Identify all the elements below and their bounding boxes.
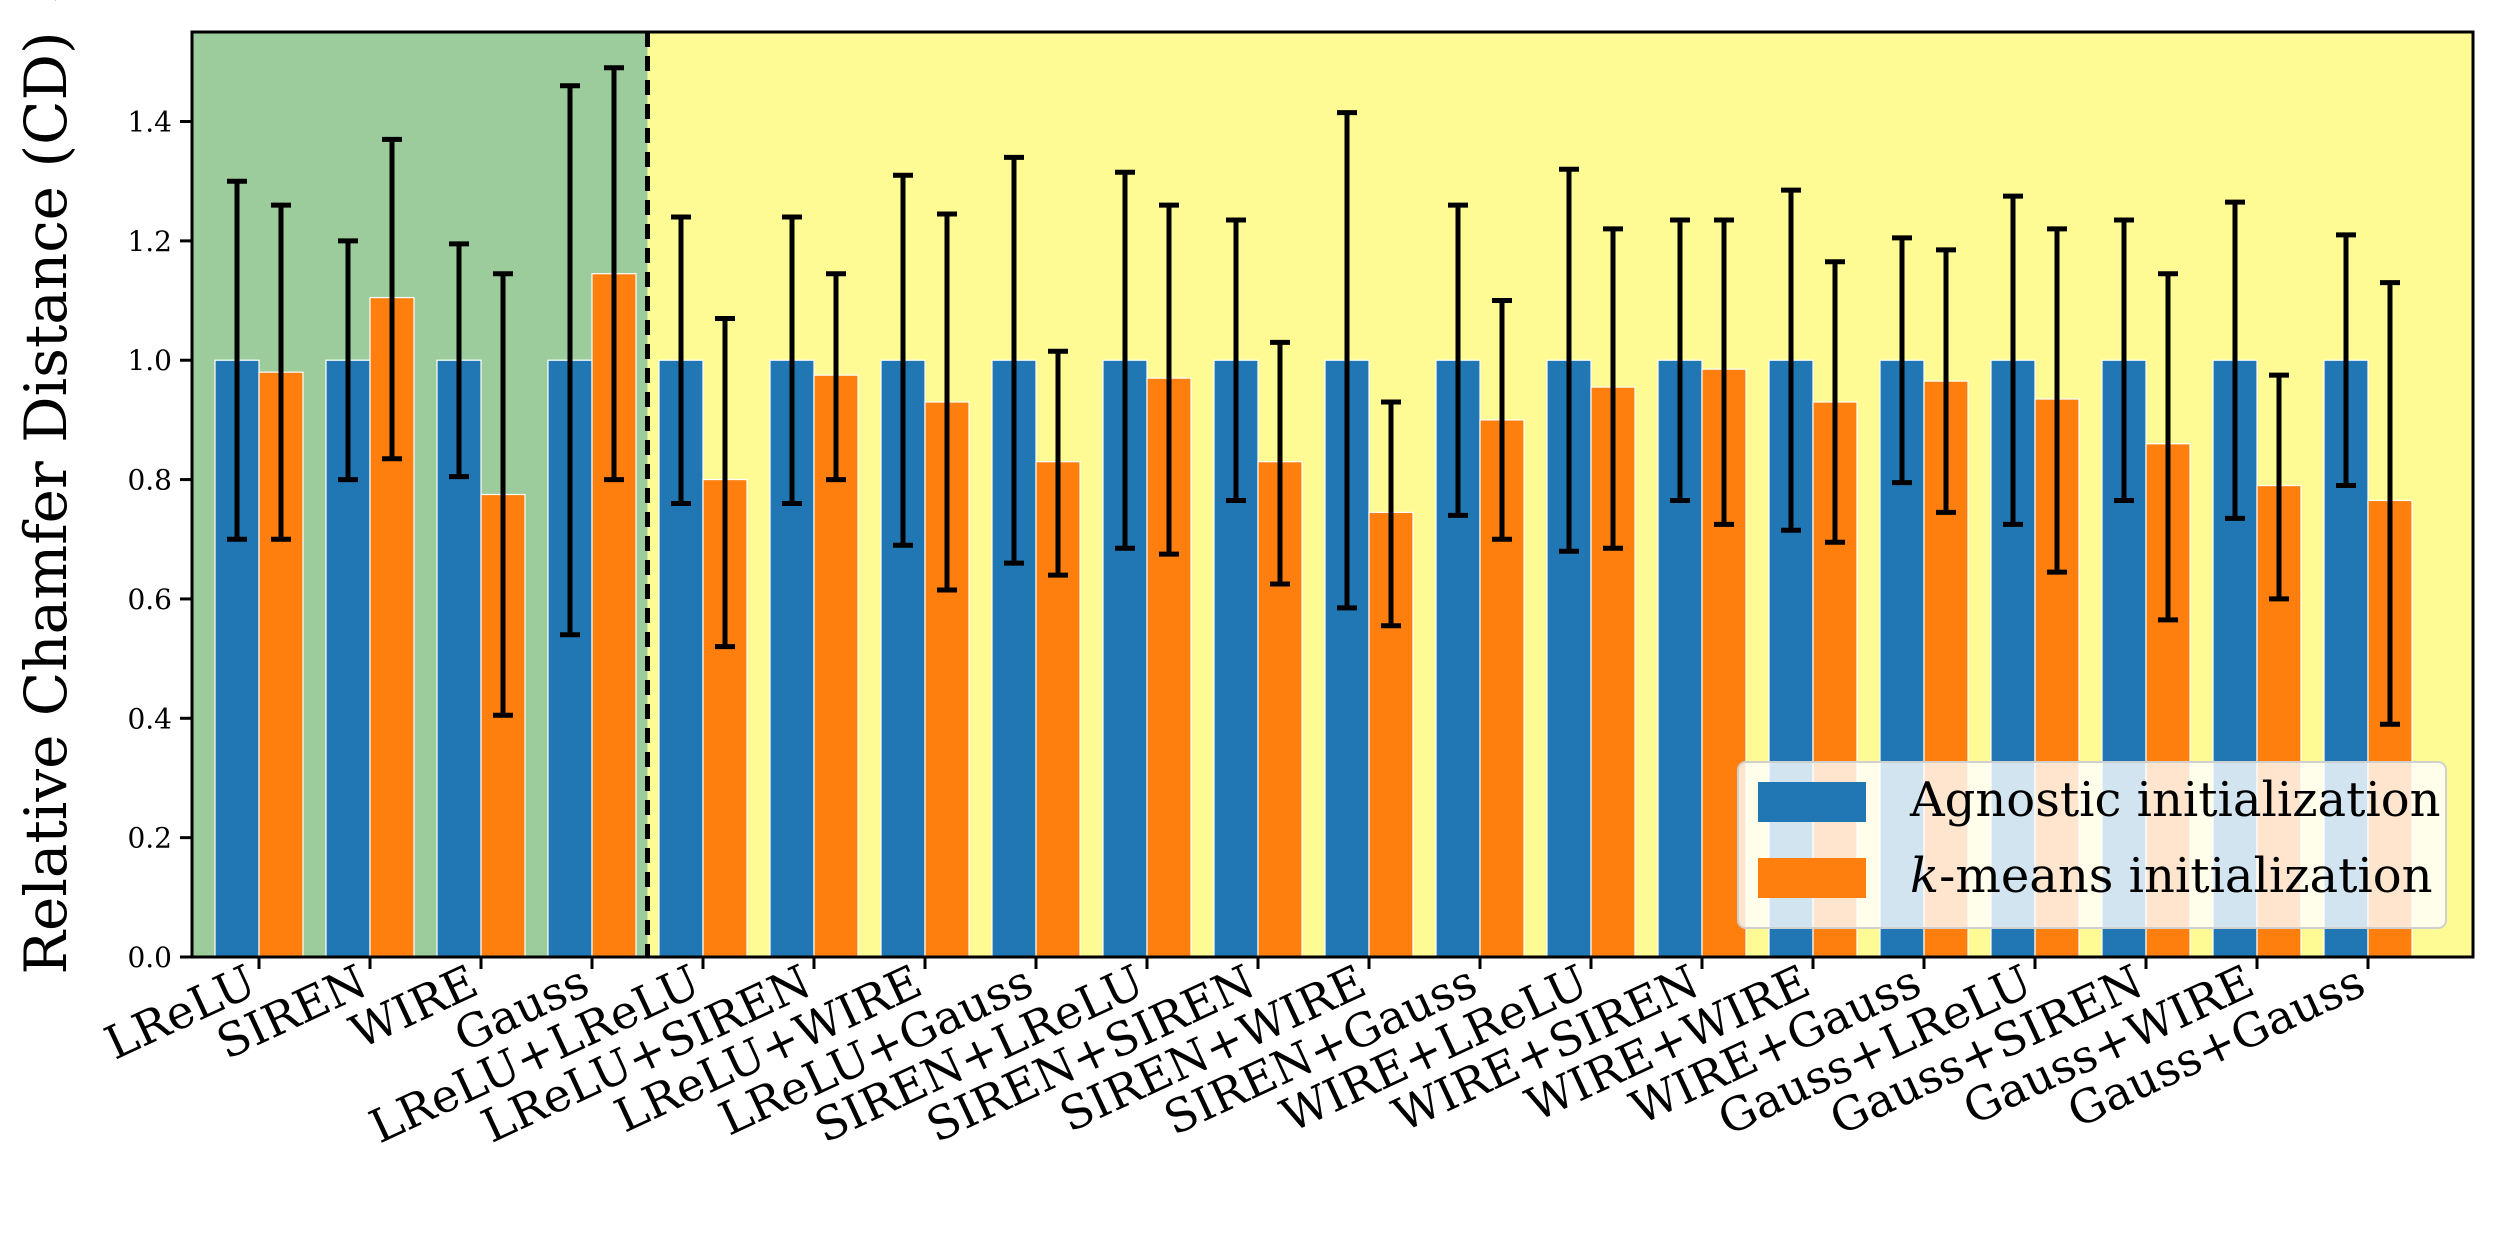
y-tick-label-3: 0.6 — [127, 583, 172, 616]
error-bar-kmeans-18 — [2269, 372, 2289, 602]
y-axis: 0.0 0.2 0.4 0.6 0.8 1.0 1.2 1.4 — [127, 106, 192, 974]
error-bar-kmeans-13 — [1714, 217, 1734, 527]
error-bar-kmeans-14 — [1825, 259, 1845, 545]
bar-kmeans-4 — [702, 478, 748, 958]
error-bar-kmeans-19 — [2380, 280, 2400, 727]
error-bar-kmeans-11 — [1492, 298, 1512, 542]
legend: Agnostic initialization k-means initiali… — [1737, 761, 2447, 929]
error-bar-agnostic-8 — [1115, 169, 1135, 551]
error-bar-agnostic-9 — [1226, 217, 1246, 503]
error-bar-kmeans-12 — [1603, 226, 1623, 551]
error-bar-kmeans-10 — [1381, 399, 1401, 629]
y-tick-label-4: 0.8 — [127, 464, 172, 497]
y-tick-label-1: 0.2 — [127, 822, 172, 855]
error-bar-agnostic-14 — [1781, 187, 1801, 533]
error-bar-agnostic-3 — [560, 83, 580, 638]
legend-swatch-kmeans — [1758, 858, 1866, 898]
error-bar-kmeans-2 — [493, 271, 513, 718]
y-tick-label-0: 0.0 — [127, 941, 172, 974]
error-bar-agnostic-12 — [1559, 166, 1579, 554]
error-bar-agnostic-19 — [2336, 232, 2356, 489]
error-bar-agnostic-13 — [1670, 217, 1690, 503]
error-bar-kmeans-5 — [826, 271, 846, 483]
legend-swatch-agnostic — [1758, 782, 1866, 822]
x-axis: LReLUSIRENWIREGaussLReLU+LReLULReLU+SIRE… — [97, 954, 2373, 1154]
error-bar-kmeans-17 — [2158, 271, 2178, 623]
y-tick-label-5: 1.0 — [127, 344, 172, 377]
error-bar-agnostic-5 — [782, 214, 802, 506]
error-bar-agnostic-6 — [893, 172, 913, 548]
error-bar-agnostic-4 — [671, 214, 691, 506]
error-bar-agnostic-10 — [1337, 110, 1357, 611]
error-bar-kmeans-8 — [1159, 202, 1179, 557]
y-tick-label-2: 0.4 — [127, 702, 172, 735]
error-bar-kmeans-4 — [715, 315, 735, 650]
error-bars — [227, 65, 2400, 727]
error-bar-agnostic-17 — [2114, 217, 2134, 503]
error-bar-kmeans-3 — [604, 65, 624, 483]
error-bar-agnostic-1 — [338, 238, 358, 483]
error-bar-kmeans-15 — [1936, 247, 1956, 515]
legend-label-kmeans-italic: k — [1910, 848, 1939, 904]
error-bar-agnostic-0 — [227, 178, 247, 542]
error-bar-agnostic-7 — [1004, 154, 1024, 566]
error-bar-kmeans-6 — [937, 211, 957, 593]
plot-frame — [190, 30, 2475, 959]
error-bar-agnostic-15 — [1892, 235, 1912, 486]
error-bar-agnostic-16 — [2003, 193, 2023, 527]
error-bar-kmeans-7 — [1048, 348, 1068, 578]
error-bar-agnostic-18 — [2225, 199, 2245, 521]
legend-box — [1737, 761, 2447, 929]
y-tick-label-6: 1.2 — [127, 225, 172, 258]
y-tick-label-7: 1.4 — [127, 106, 172, 139]
error-bar-kmeans-16 — [2047, 226, 2067, 575]
error-bar-agnostic-11 — [1448, 202, 1468, 518]
legend-label-agnostic: Agnostic initialization — [1909, 772, 2441, 828]
legend-label-kmeans: k-means initialization — [1910, 848, 2433, 904]
error-bar-agnostic-2 — [449, 241, 469, 480]
error-bar-kmeans-9 — [1270, 339, 1290, 587]
y-axis-title: Relative Chamfer Distance (CD) ↓ — [12, 0, 80, 975]
error-bar-kmeans-1 — [382, 136, 402, 462]
legend-label-kmeans-rest: -means initialization — [1939, 848, 2433, 904]
error-bar-kmeans-0 — [271, 202, 291, 542]
